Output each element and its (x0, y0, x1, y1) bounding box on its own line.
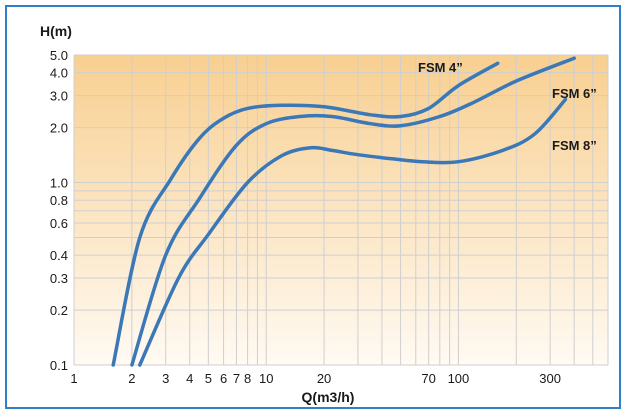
x-tick-label: 70 (421, 371, 435, 386)
y-tick-label: 0.4 (50, 248, 68, 263)
y-tick-label: 4.0 (50, 66, 68, 81)
y-tick-label: 5.0 (50, 48, 68, 63)
x-tick-label: 1 (70, 371, 77, 386)
x-tick-label: 5 (205, 371, 212, 386)
y-tick-label: 0.1 (50, 358, 68, 373)
x-axis-title: Q(m3/h) (302, 389, 355, 405)
y-tick-label: 3.0 (50, 88, 68, 103)
series-label: FSM 4” (418, 60, 463, 75)
series-label: FSM 6” (552, 86, 597, 101)
x-tick-label: 7 (233, 371, 240, 386)
y-tick-label: 0.8 (50, 193, 68, 208)
y-tick-label: 0.3 (50, 271, 68, 286)
x-tick-label: 3 (162, 371, 169, 386)
plot-area (74, 55, 608, 365)
series-labels: FSM 4” FSM 6” FSM 8” (418, 60, 597, 153)
x-tick-label: 8 (244, 371, 251, 386)
x-tick-label: 2 (128, 371, 135, 386)
y-tick-label: 1.0 (50, 176, 68, 191)
x-tick-label: 100 (448, 371, 470, 386)
x-tick-label: 4 (186, 371, 193, 386)
y-tick-label: 0.2 (50, 303, 68, 318)
tick-labels: 1 2 3 4 5 6 7 8 10 20 70 100 300 0.1 0.2 0.3 0.4 0.6 0.8 1.… (50, 48, 561, 386)
series-line (138, 97, 568, 367)
y-axis-title: H(m) (40, 23, 72, 39)
x-tick-label: 10 (259, 371, 273, 386)
series-line (130, 56, 576, 367)
y-tick-label: 2.0 (50, 121, 68, 136)
y-tick-label: 0.6 (50, 216, 68, 231)
x-tick-label: 300 (539, 371, 561, 386)
x-tick-label: 6 (220, 371, 227, 386)
curves (111, 56, 576, 367)
x-tick-label: 20 (317, 371, 331, 386)
series-label: FSM 8” (552, 138, 597, 153)
series-line (111, 61, 500, 367)
